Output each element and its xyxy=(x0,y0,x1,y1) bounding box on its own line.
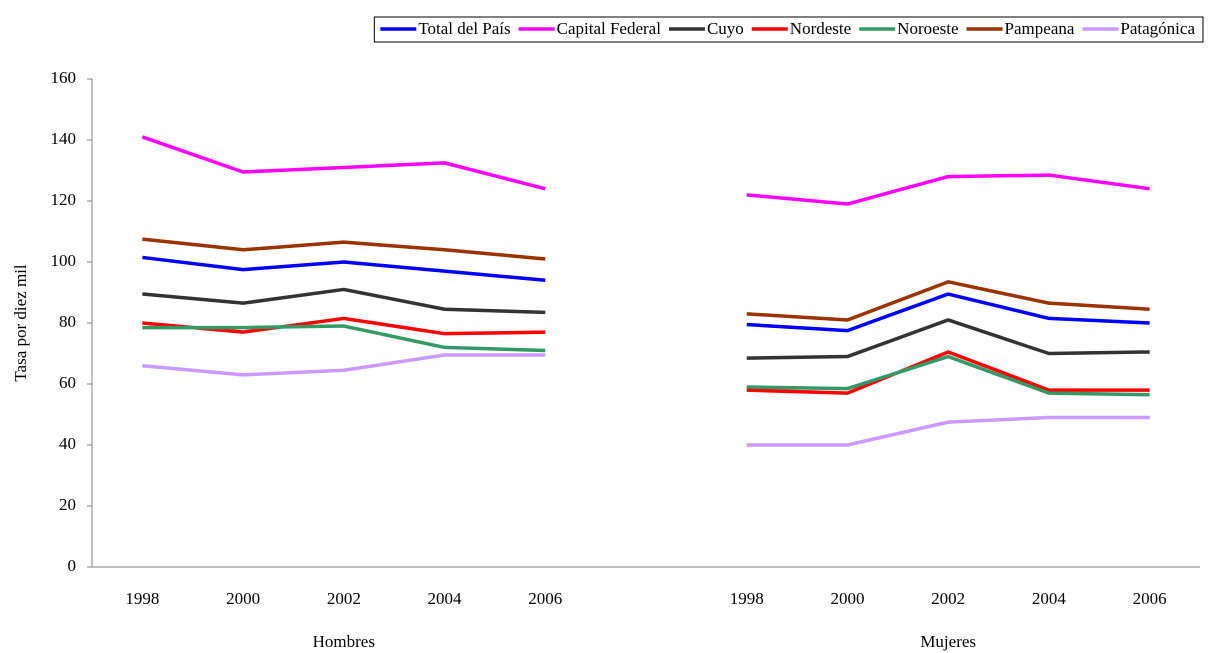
series-line xyxy=(142,255,1150,333)
legend-item: Total del País xyxy=(380,19,511,38)
y-tick-label: 160 xyxy=(51,68,77,87)
legend-item: Patagónica xyxy=(1082,19,1195,38)
x-tick-label: 2002 xyxy=(931,589,965,608)
y-tick-label: 40 xyxy=(59,434,76,453)
legend-item: Cuyo xyxy=(668,19,744,38)
legend-label: Cuyo xyxy=(707,19,744,38)
x-tick-label: 2004 xyxy=(1032,589,1067,608)
legend-label: Total del País xyxy=(418,19,510,38)
x-tick-label: 1998 xyxy=(125,589,159,608)
y-tick-label: 20 xyxy=(59,495,76,514)
legend-label: Nordeste xyxy=(790,19,851,38)
y-tick-label: 60 xyxy=(59,373,76,392)
x-tick-label: 2004 xyxy=(428,589,463,608)
legend-item: Nordeste xyxy=(751,19,851,38)
y-tick-label: 140 xyxy=(51,129,77,148)
series-line xyxy=(142,353,1150,447)
group-label: Hombres xyxy=(313,632,375,651)
y-tick-label: 0 xyxy=(68,556,77,575)
legend-item: Noroeste xyxy=(859,19,959,38)
x-tick-label: 2000 xyxy=(830,589,864,608)
series-line xyxy=(142,287,1150,360)
legend-label: Pampeana xyxy=(1005,19,1075,38)
x-tick-label: 1998 xyxy=(730,589,764,608)
y-tick-label: 80 xyxy=(59,312,76,331)
legend-item: Capital Federal xyxy=(518,19,662,38)
group-label: Mujeres xyxy=(920,632,976,651)
legend-item: Pampeana xyxy=(966,19,1075,38)
x-tick-label: 2000 xyxy=(226,589,260,608)
legend-label: Noroeste xyxy=(897,19,958,38)
x-tick-label: 2002 xyxy=(327,589,361,608)
x-tick-label: 2006 xyxy=(528,589,562,608)
legend-box xyxy=(373,16,1204,43)
y-tick-label: 120 xyxy=(51,190,77,209)
legend: Total del País Capital Federal Cuyo Nordest… xyxy=(373,16,1204,43)
series-line xyxy=(142,316,1150,395)
y-tick-label: 100 xyxy=(51,251,77,270)
legend-label: Patagónica xyxy=(1120,19,1195,38)
legend-label: Capital Federal xyxy=(557,19,662,38)
series-line xyxy=(142,237,1150,322)
x-tick-label: 2006 xyxy=(1133,589,1167,608)
y-axis-label: Tasa por diez mil xyxy=(11,264,30,382)
series-line xyxy=(141,135,1150,206)
series-line xyxy=(142,324,1150,397)
